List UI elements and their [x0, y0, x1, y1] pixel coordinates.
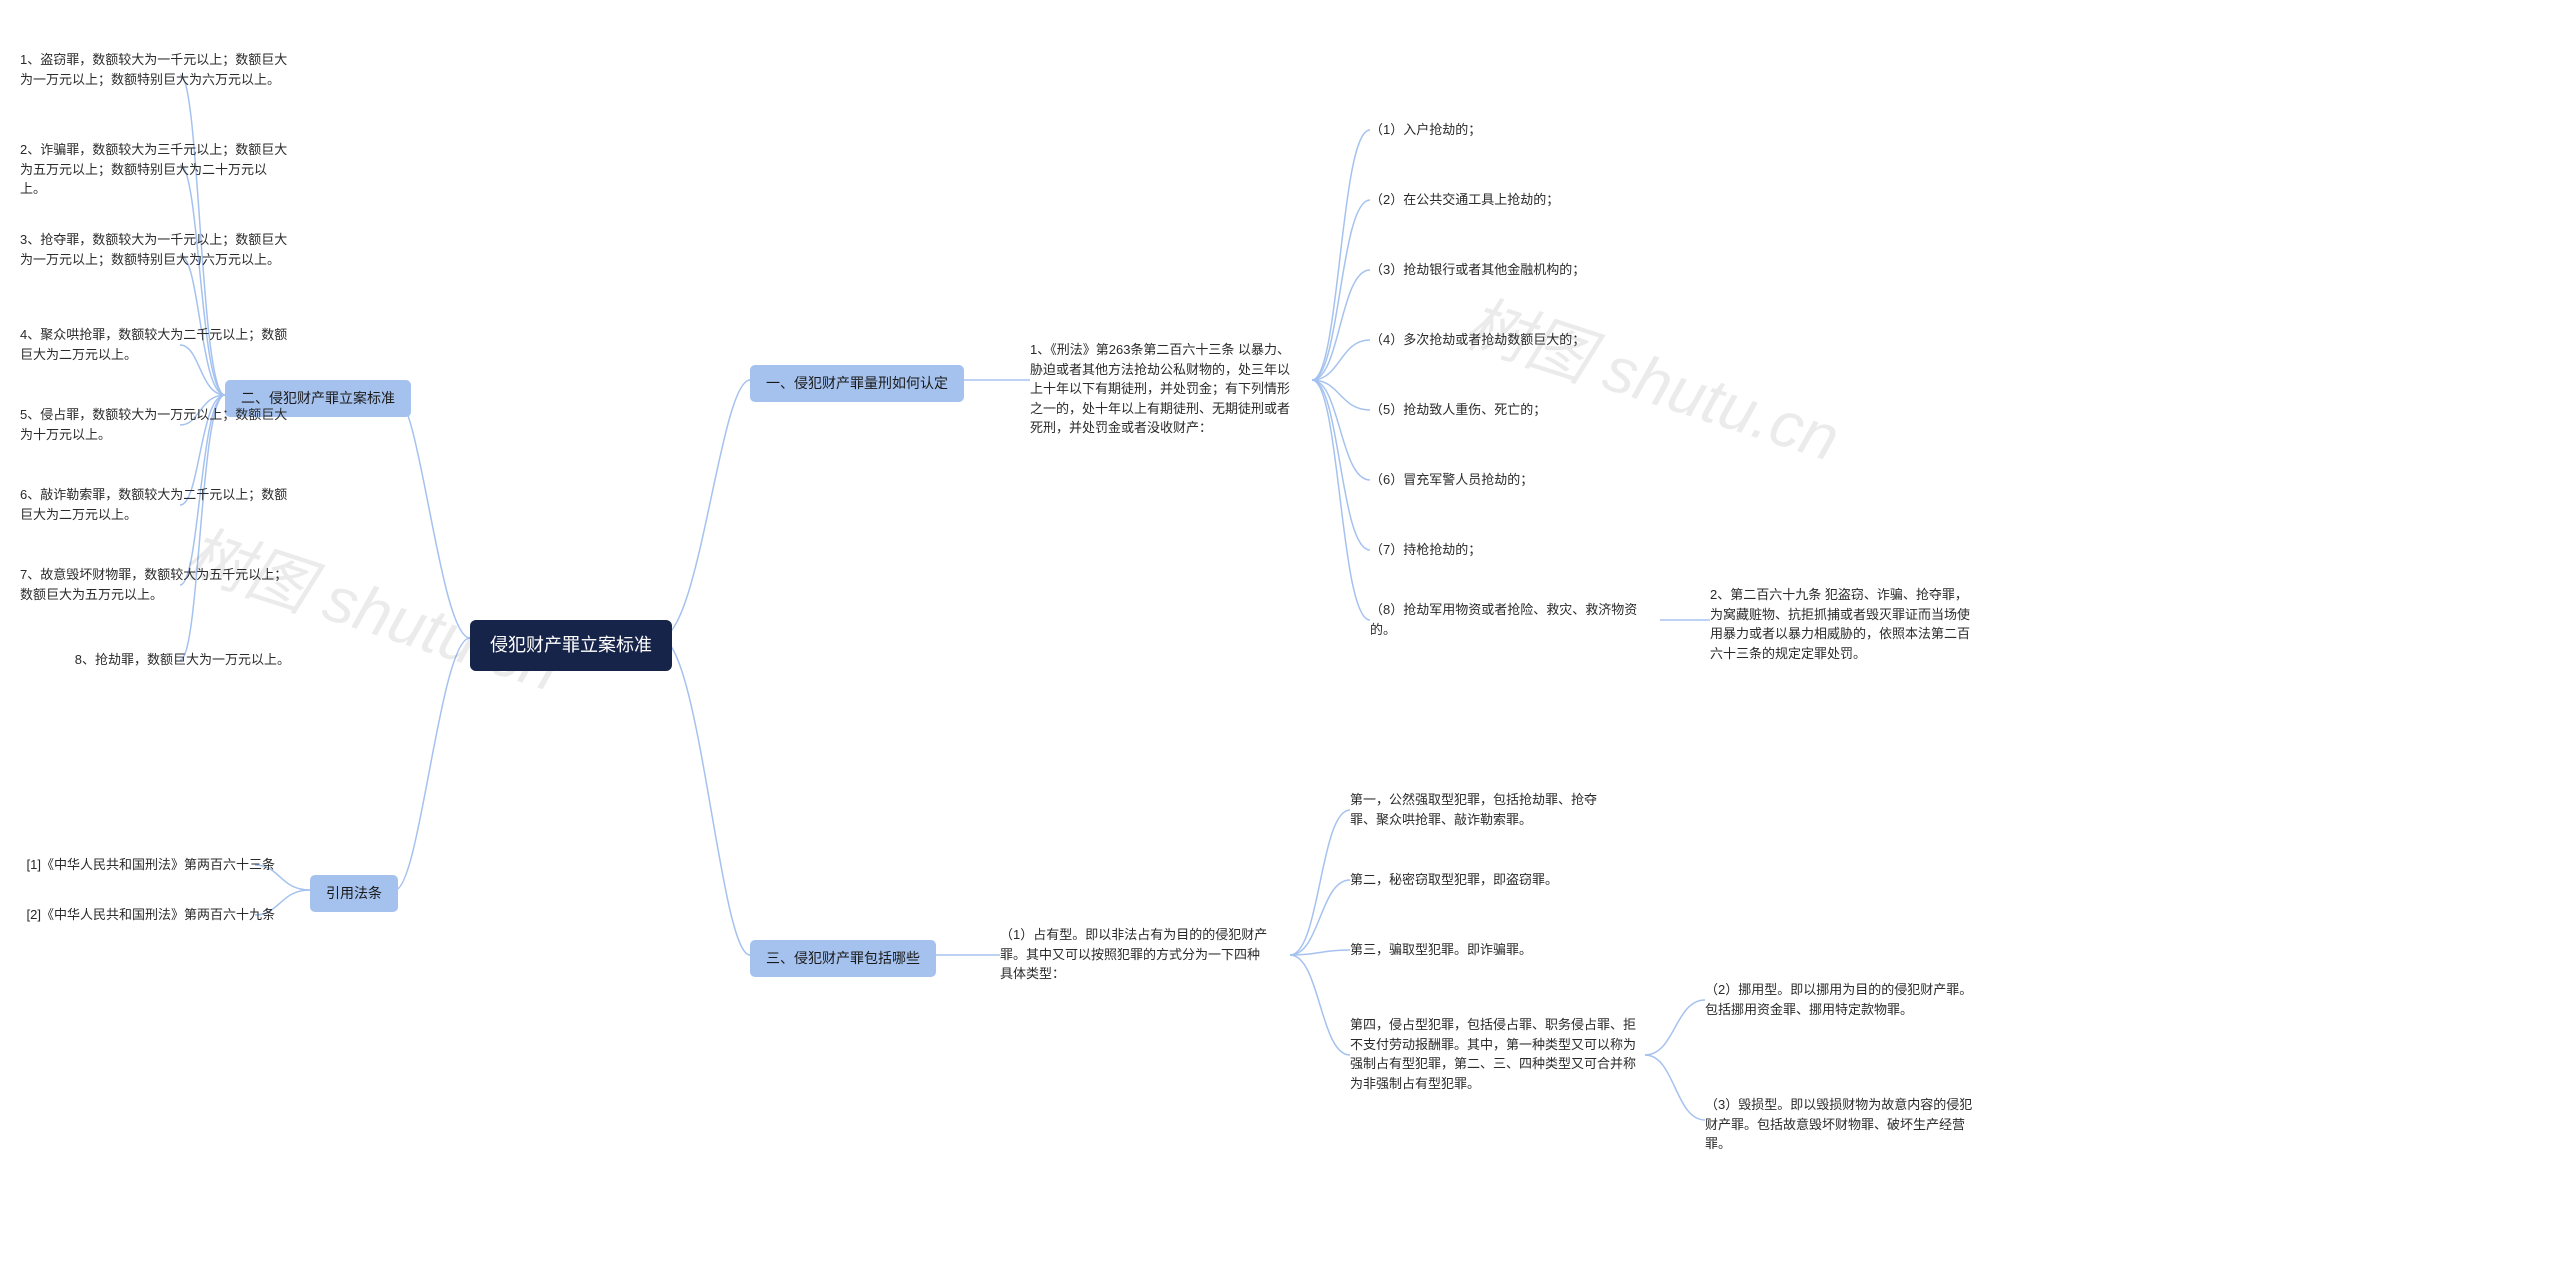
b1-leaf-8-child: 2、第二百六十九条 犯盗窃、诈骗、抢夺罪，为窝藏赃物、抗拒抓捕或者毁灭罪证而当场…: [1710, 585, 1980, 663]
b1-leaf-2: （2）在公共交通工具上抢劫的；: [1370, 190, 1559, 210]
b1-leaf-3: （3）抢劫银行或者其他金融机构的；: [1370, 260, 1585, 280]
b2-leaf-3: 3、抢夺罪，数额较大为一千元以上；数额巨大为一万元以上；数额特别巨大为六万元以上…: [20, 230, 290, 269]
b1-leaf-5: （5）抢劫致人重伤、死亡的；: [1370, 400, 1546, 420]
b2-leaf-2: 2、诈骗罪，数额较大为三千元以上；数额巨大为五万元以上；数额特别巨大为二十万元以…: [20, 140, 290, 199]
b3-leaf-4-child-2: （3）毁损型。即以毁损财物为故意内容的侵犯财产罪。包括故意毁坏财物罪、破坏生产经…: [1705, 1095, 1975, 1154]
b3-child: （1）占有型。即以非法占有为目的的侵犯财产罪。其中又可以按照犯罪的方式分为一下四…: [1000, 925, 1270, 984]
watermark: 树图 shutu.cn: [175, 502, 572, 709]
branch-1: 一、侵犯财产罪量刑如何认定: [750, 365, 964, 402]
b3-leaf-3: 第三，骗取型犯罪。即诈骗罪。: [1350, 940, 1532, 960]
b4-leaf-2: [2]《中华人民共和国刑法》第两百六十九条: [20, 905, 275, 925]
b1-leaf-6: （6）冒充军警人员抢劫的；: [1370, 470, 1533, 490]
b2-leaf-5: 5、侵占罪，数额较大为一万元以上；数额巨大为十万元以上。: [20, 405, 290, 444]
root-node: 侵犯财产罪立案标准: [470, 620, 672, 671]
b2-leaf-7: 7、故意毁坏财物罪，数额较大为五千元以上；数额巨大为五万元以上。: [20, 565, 290, 604]
b1-leaf-4: （4）多次抢劫或者抢劫数额巨大的；: [1370, 330, 1585, 350]
b3-leaf-4-child-1: （2）挪用型。即以挪用为目的的侵犯财产罪。包括挪用资金罪、挪用特定款物罪。: [1705, 980, 1975, 1019]
b2-leaf-4: 4、聚众哄抢罪，数额较大为二千元以上；数额巨大为二万元以上。: [20, 325, 290, 364]
b1-child: 1、《刑法》第263条第二百六十三条 以暴力、胁迫或者其他方法抢劫公私财物的，处…: [1030, 340, 1300, 438]
branch-3: 三、侵犯财产罪包括哪些: [750, 940, 936, 977]
branch-4: 引用法条: [310, 875, 398, 912]
watermark: 树图 shutu.cn: [1455, 272, 1852, 479]
b1-leaf-7: （7）持枪抢劫的；: [1370, 540, 1481, 560]
b3-leaf-2: 第二，秘密窃取型犯罪，即盗窃罪。: [1350, 870, 1558, 890]
b2-leaf-6: 6、敲诈勒索罪，数额较大为二千元以上；数额巨大为二万元以上。: [20, 485, 290, 524]
b1-leaf-8: （8）抢劫军用物资或者抢险、救灾、救济物资的。: [1370, 600, 1660, 639]
connector-layer: [0, 0, 2560, 1276]
b2-leaf-8: 8、抢劫罪，数额巨大为一万元以上。: [20, 650, 290, 670]
b1-leaf-1: （1）入户抢劫的；: [1370, 120, 1481, 140]
b3-leaf-4: 第四，侵占型犯罪，包括侵占罪、职务侵占罪、拒不支付劳动报酬罪。其中，第一种类型又…: [1350, 1015, 1645, 1093]
b2-leaf-1: 1、盗窃罪，数额较大为一千元以上；数额巨大为一万元以上；数额特别巨大为六万元以上…: [20, 50, 290, 89]
b4-leaf-1: [1]《中华人民共和国刑法》第两百六十三条: [20, 855, 275, 875]
b3-leaf-1: 第一，公然强取型犯罪，包括抢劫罪、抢夺罪、聚众哄抢罪、敲诈勒索罪。: [1350, 790, 1620, 829]
